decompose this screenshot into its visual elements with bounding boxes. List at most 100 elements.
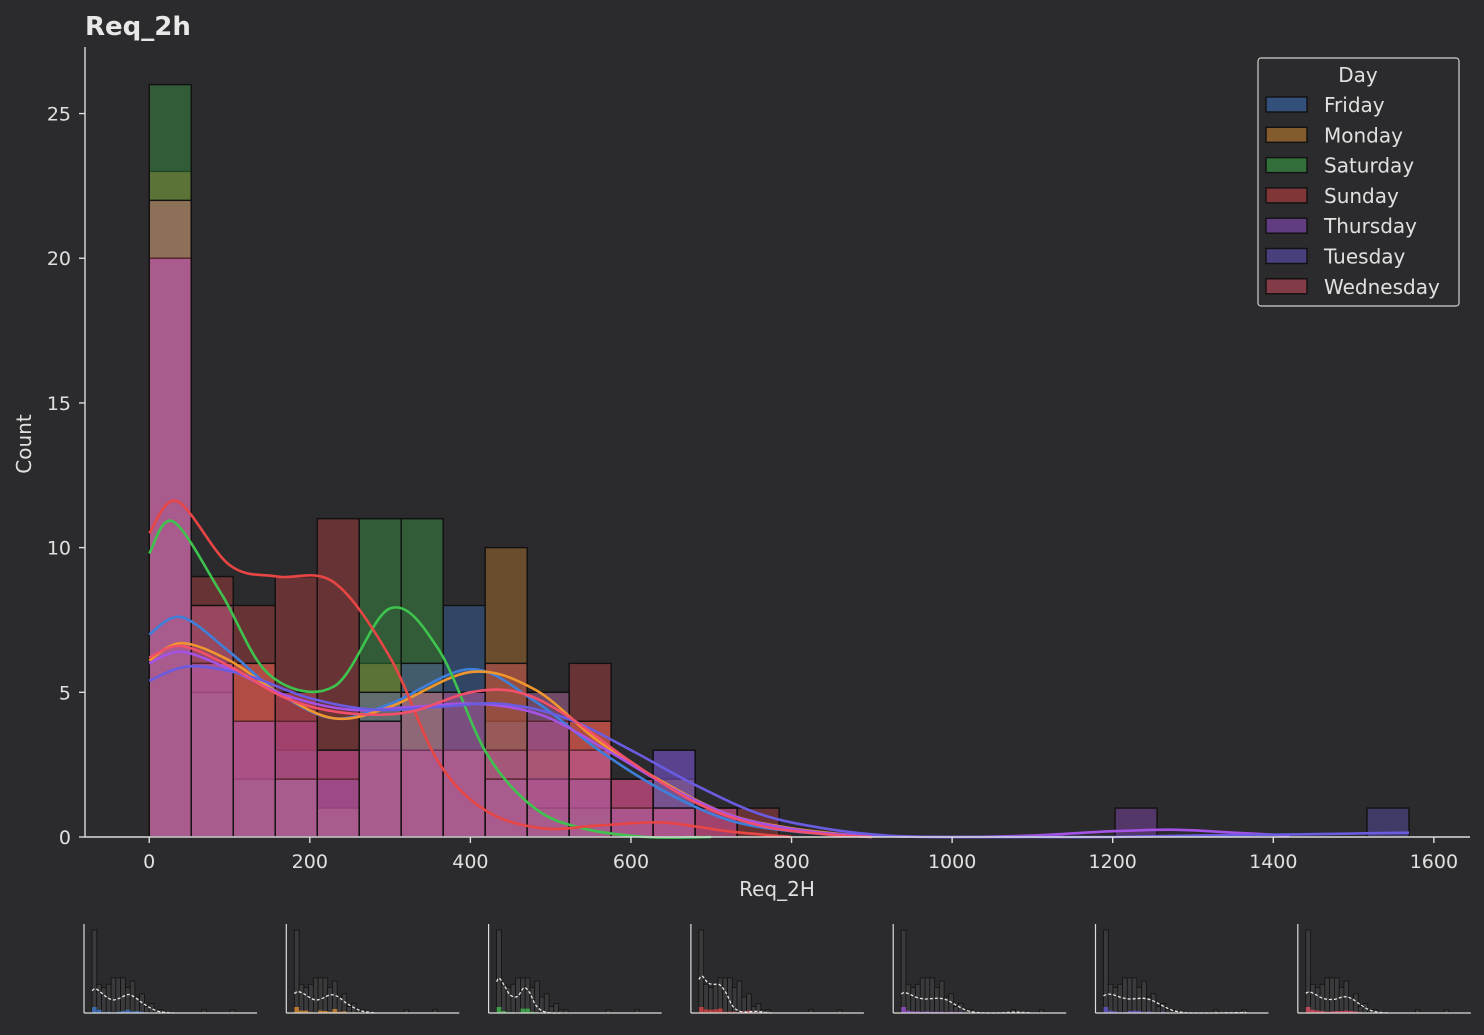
thumb-kde-sunday <box>698 975 772 1014</box>
bar-saturday-4 <box>316 807 360 838</box>
thumb-bar-sunday-6 <box>727 977 733 1014</box>
y-tick-label-20: 20 <box>47 248 71 270</box>
thumb-bar-wednesday-11 <box>1357 1006 1364 1014</box>
thumb-series-thursday-1 <box>905 1010 911 1013</box>
thumb-series-tuesday-2 <box>1113 1011 1118 1013</box>
legend-label-wednesday: Wednesday <box>1324 275 1440 299</box>
thumb-bar-thursday-6 <box>929 977 935 1014</box>
bar-layer <box>148 83 1410 838</box>
bar-tuesday-0 <box>148 257 192 838</box>
thumb-series-wednesday-9 <box>1348 1011 1354 1013</box>
thumb-bar-friday-1 <box>96 983 102 1014</box>
thumb-bar-monday-8 <box>332 980 338 1014</box>
thumb-bar-wednesday-1 <box>1310 983 1316 1014</box>
legend-label-thursday: Thursday <box>1323 214 1417 238</box>
thumb-series-monday-6 <box>322 1011 328 1013</box>
thumb-bar-wednesday-6 <box>1334 977 1340 1014</box>
legend-label-monday: Monday <box>1324 123 1403 147</box>
thumb-bar-thursday-3 <box>915 983 921 1014</box>
chart-title: Req_2h <box>85 12 191 42</box>
thumb-bar-tuesday-4 <box>1122 977 1128 1014</box>
thumbnail-wednesday <box>1297 924 1471 1014</box>
thumb-bar-saturday-3 <box>510 983 517 1014</box>
thumb-bar-tuesday-2 <box>1112 987 1119 1014</box>
bar-monday-6 <box>400 691 444 838</box>
thumb-bar-sunday-9 <box>741 996 747 1014</box>
thumb-series-sunday-4 <box>717 1008 723 1013</box>
thumb-bar-thursday-10 <box>948 993 955 1014</box>
kde-line-sunday <box>148 499 792 839</box>
bar-thursday-6 <box>400 749 444 838</box>
bar-tuesday-1 <box>190 662 234 838</box>
thumb-series-thursday-3 <box>915 1011 921 1013</box>
thumb-bar-friday-7 <box>124 987 131 1014</box>
bar-wednesday-0 <box>148 199 192 838</box>
thumb-series-thursday-0 <box>901 1007 906 1013</box>
x-axis-label: Req_2H <box>739 877 815 901</box>
kde-line-tuesday <box>148 664 1410 839</box>
thumb-bar-sunday-2 <box>708 987 714 1014</box>
thumb-bar-saturday-4 <box>515 977 521 1014</box>
bar-saturday-1 <box>190 691 234 838</box>
thumb-bar-thursday-1 <box>905 983 912 1014</box>
bar-sunday-4 <box>316 517 360 838</box>
thumb-bar-wednesday-10 <box>1353 993 1359 1014</box>
thumb-bar-tuesday-10 <box>1150 993 1157 1014</box>
bar-friday-1 <box>190 604 234 838</box>
thumb-series-friday-1 <box>96 1009 102 1013</box>
thumb-bar-thursday-0 <box>900 929 907 1014</box>
thumb-series-saturday-6 <box>525 1008 530 1013</box>
thumb-bar-monday-11 <box>346 1006 352 1014</box>
thumb-series-sunday-9 <box>741 1011 747 1013</box>
thumb-series-saturday-0 <box>496 1007 502 1013</box>
y-tick-label-0: 0 <box>59 827 71 849</box>
thumb-bar-wednesday-4 <box>1324 977 1331 1014</box>
thumb-bar-tuesday-5 <box>1126 977 1133 1014</box>
thumb-bar-wednesday-2 <box>1314 987 1321 1014</box>
thumb-series-sunday-2 <box>708 1009 714 1013</box>
thumb-series-monday-10 <box>341 1011 347 1013</box>
thumb-bar-thursday-8 <box>938 980 945 1014</box>
x-tick-label-0: 0 <box>143 851 155 873</box>
thumb-series-wednesday-6 <box>1334 1011 1340 1013</box>
thumb-bar-sunday-4 <box>717 977 724 1014</box>
thumb-bar-friday-4 <box>110 977 117 1014</box>
axes: 0 200 400 600 800 1000 1200 1400 1600 0 5 10 15 20 25 <box>47 47 1470 873</box>
thumb-bar-monday-5 <box>317 977 324 1014</box>
thumb-bar-wednesday-9 <box>1348 996 1354 1014</box>
thumb-series-wednesday-10 <box>1353 1011 1359 1013</box>
thumb-series-monday-1 <box>299 1010 304 1013</box>
legend-swatch-saturday <box>1265 156 1308 174</box>
thumb-series-wednesday-5 <box>1329 1011 1335 1013</box>
legend-title: Day <box>1338 63 1378 87</box>
thumb-series-thursday-5 <box>925 1011 930 1013</box>
legend-swatch-wednesday <box>1265 278 1308 295</box>
bar-wednesday-4 <box>316 749 360 838</box>
legend: Day Friday Monday Saturday Sunday Thursday Tu… <box>1257 57 1460 307</box>
thumb-series-thursday-2 <box>910 1011 916 1013</box>
thumb-series-tuesday-9 <box>1146 1011 1152 1013</box>
thumb-bar-monday-2 <box>303 987 310 1014</box>
legend-swatch-thursday <box>1265 217 1308 234</box>
thumb-bar-sunday-5 <box>722 977 728 1014</box>
thumb-bar-wednesday-7 <box>1338 987 1345 1014</box>
bar-saturday-2 <box>232 778 276 838</box>
thumb-bar-tuesday-1 <box>1107 983 1114 1014</box>
thumb-series-wednesday-0 <box>1305 1007 1311 1013</box>
thumb-series-wednesday-3 <box>1320 1011 1325 1013</box>
thumb-bar-tuesday-7 <box>1136 987 1143 1014</box>
thumb-series-monday-0 <box>294 1007 300 1013</box>
thumb-bar-saturday-5 <box>520 977 526 1014</box>
thumb-series-wednesday-2 <box>1315 1010 1321 1013</box>
thumb-bar-thursday-5 <box>924 977 931 1014</box>
thumb-series-monday-2 <box>303 1010 309 1013</box>
thumb-bar-saturday-9 <box>539 996 545 1014</box>
legend-swatch-monday <box>1265 126 1308 144</box>
thumb-bar-friday-2 <box>101 987 107 1014</box>
thumb-series-sunday-3 <box>713 1009 718 1013</box>
thumbnail-friday <box>83 924 257 1014</box>
legend-frame <box>1257 57 1460 307</box>
bar-wednesday-7 <box>442 691 486 838</box>
x-tick-label-600: 600 <box>613 851 649 873</box>
